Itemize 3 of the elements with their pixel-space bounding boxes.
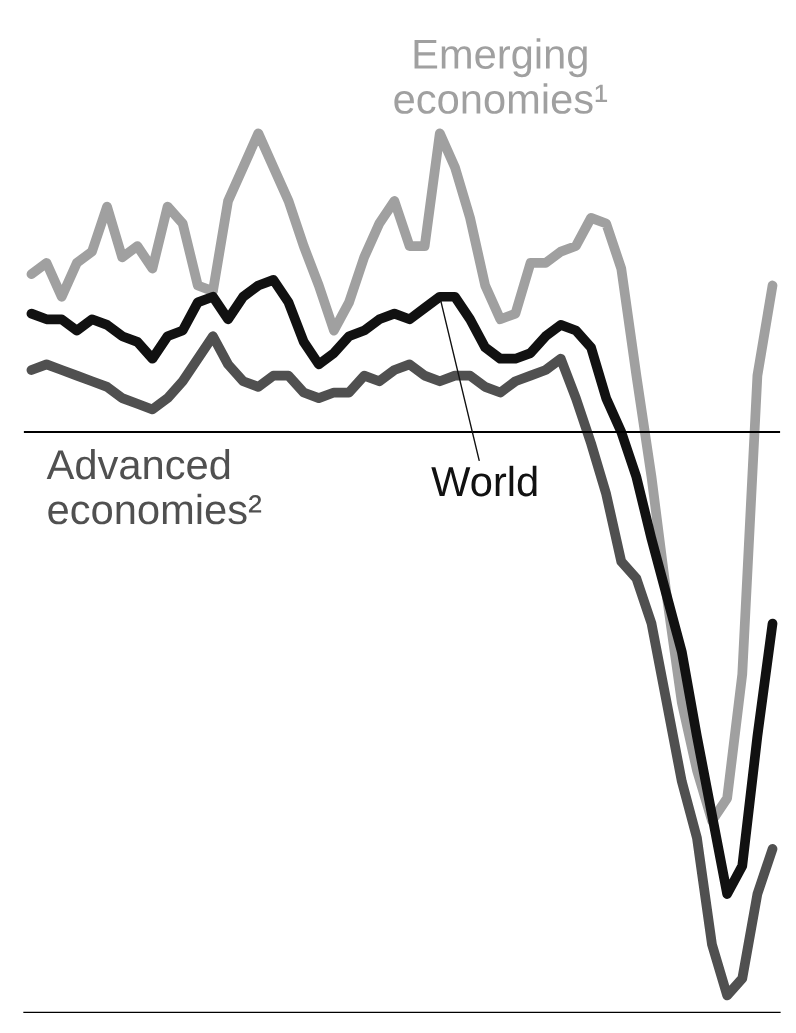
series-label: Emerging economies¹ bbox=[394, 38, 608, 114]
series-label: Advanced economies² bbox=[46, 448, 262, 525]
text: World bbox=[431, 465, 537, 497]
